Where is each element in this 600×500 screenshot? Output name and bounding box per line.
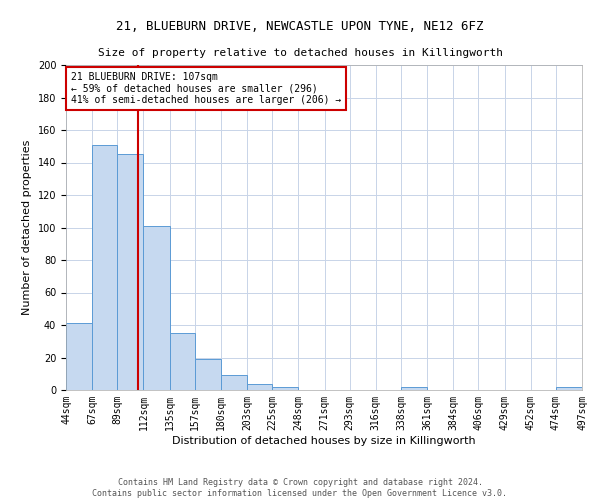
Y-axis label: Number of detached properties: Number of detached properties: [22, 140, 32, 315]
Bar: [221, 376, 247, 390]
X-axis label: Distribution of detached houses by size in Killingworth: Distribution of detached houses by size …: [172, 436, 476, 446]
Bar: [92, 144, 117, 390]
Bar: [143, 226, 170, 390]
Bar: [272, 387, 298, 390]
Text: 21 BLUEBURN DRIVE: 107sqm
← 59% of detached houses are smaller (296)
41% of semi: 21 BLUEBURN DRIVE: 107sqm ← 59% of detac…: [71, 72, 341, 104]
Text: Contains HM Land Registry data © Crown copyright and database right 2024.
Contai: Contains HM Land Registry data © Crown c…: [92, 478, 508, 498]
Bar: [401, 387, 427, 390]
Bar: [247, 384, 272, 390]
Bar: [66, 324, 92, 390]
Bar: [117, 154, 143, 390]
Text: 21, BLUEBURN DRIVE, NEWCASTLE UPON TYNE, NE12 6FZ: 21, BLUEBURN DRIVE, NEWCASTLE UPON TYNE,…: [116, 20, 484, 33]
Text: Size of property relative to detached houses in Killingworth: Size of property relative to detached ho…: [97, 48, 503, 58]
Bar: [195, 359, 221, 390]
Bar: [170, 333, 195, 390]
Bar: [556, 387, 582, 390]
